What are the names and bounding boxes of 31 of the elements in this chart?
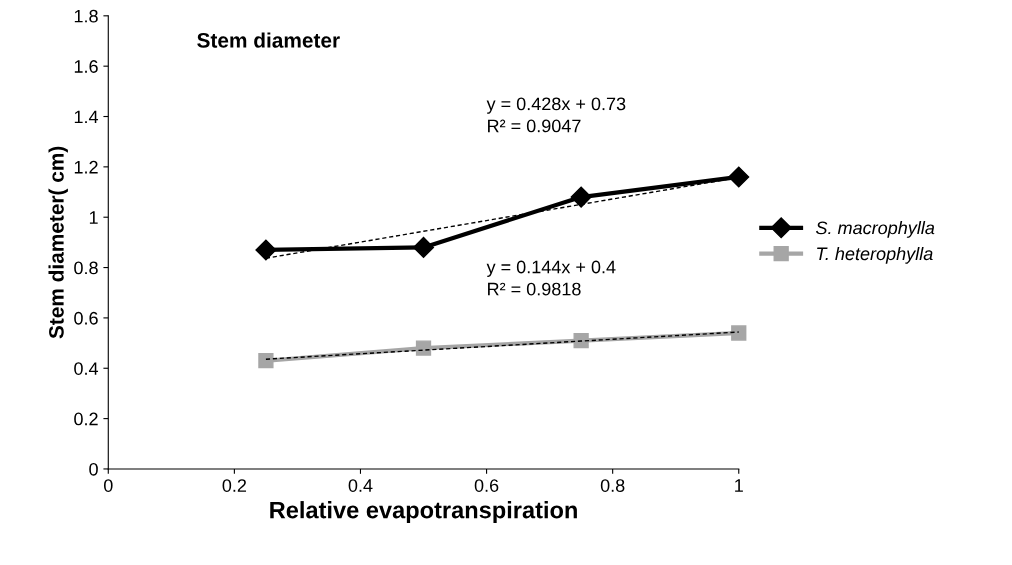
- y-axis-title: Stem diameter( cm): [48, 146, 68, 339]
- y-tick-label: 1: [89, 211, 98, 224]
- y-tick-label: 1.2: [74, 160, 98, 174]
- x-tick-label: 0.6: [474, 479, 499, 492]
- x-tick-label: 0.2: [222, 479, 247, 492]
- point: [728, 166, 750, 188]
- point: [573, 332, 589, 349]
- y-tick-label: 1.4: [74, 110, 99, 124]
- x-tick-label: 0.4: [348, 479, 373, 492]
- point: [731, 325, 747, 341]
- text: Stem diameter: [197, 32, 340, 48]
- x-tick-label: 0: [103, 479, 113, 492]
- legend-label: T. heterophylla: [817, 246, 933, 264]
- x-axis-title: Relative evapotranspiration: [270, 501, 577, 524]
- y-tick-label: 0.6: [74, 311, 98, 325]
- y-tick-label: 0.4: [74, 362, 99, 375]
- x-tick-label: 1: [735, 479, 743, 492]
- annotation: y = 0.144x + 0.4 R² = 0.9818: [486, 260, 616, 296]
- x-tick-label: 0.8: [600, 479, 625, 492]
- y-tick-label: 0: [89, 462, 98, 476]
- point: [255, 239, 277, 261]
- point: [415, 340, 432, 356]
- legend-label: S. macrophylla: [815, 221, 935, 238]
- y-tick-label: 1.6: [74, 60, 98, 73]
- annotation: y = 0.428x + 0.73 R² = 0.9047: [486, 97, 626, 133]
- y-tick-label: 1.8: [74, 9, 98, 23]
- point: [413, 236, 435, 258]
- y-tick-label: 0.2: [74, 412, 98, 426]
- point: [570, 186, 592, 208]
- point: [258, 353, 274, 369]
- y-tick-label: 0.8: [74, 261, 98, 275]
